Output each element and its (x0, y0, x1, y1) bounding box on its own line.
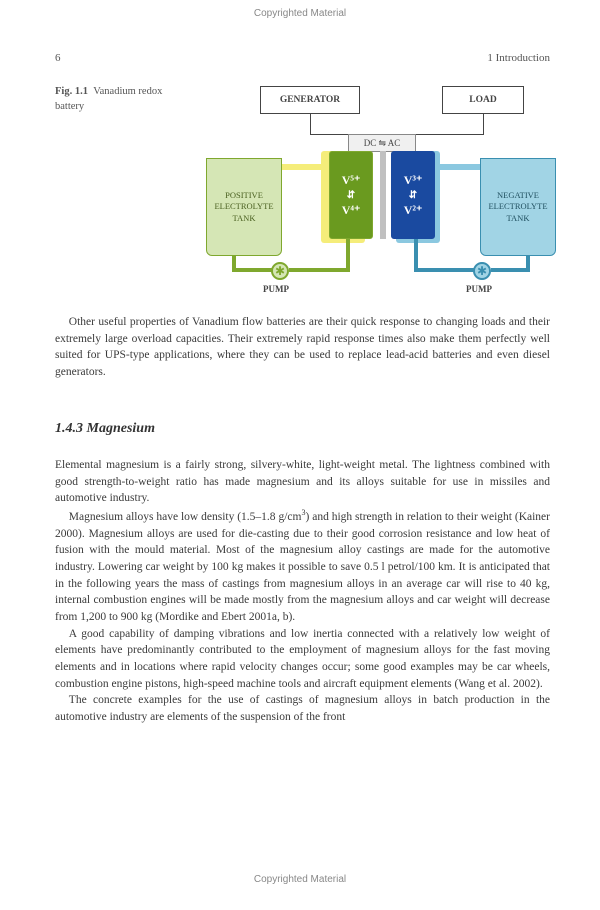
paragraph-2: Elemental magnesium is a fairly strong, … (55, 457, 550, 507)
membrane (380, 151, 386, 239)
figure-label: Fig. 1.1 (55, 86, 88, 97)
copyright-footer: Copyrighted Material (0, 874, 600, 885)
pump-left-icon: ✱ (271, 262, 289, 280)
page-body: Other useful properties of Vanadium flow… (55, 314, 550, 726)
paragraph-1: Other useful properties of Vanadium flow… (55, 314, 550, 381)
dc-ac-converter: DC ⇋ AC (348, 134, 416, 152)
pump-right-label: PUMP (466, 284, 492, 294)
section-heading-magnesium: 1.4.3 Magnesium (55, 419, 550, 439)
pump-left-label: PUMP (263, 284, 289, 294)
positive-half-cell: V⁵⁺ ⇵ V⁴⁺ (329, 151, 373, 239)
chapter-label: 1 Introduction (487, 52, 550, 64)
load-box: LOAD (442, 86, 524, 114)
figure-vanadium-redox-battery: GENERATOR LOAD DC ⇋ AC + – POSITIVE ELEC… (198, 78, 548, 296)
pump-right-icon: ✱ (473, 262, 491, 280)
page-header: 6 1 Introduction (55, 52, 550, 64)
paragraph-3: Magnesium alloys have low density (1.5–1… (55, 507, 550, 626)
positive-electrolyte-tank: POSITIVE ELECTROLYTE TANK (206, 158, 282, 256)
generator-box: GENERATOR (260, 86, 360, 114)
negative-half-cell: V³⁺ ⇵ V²⁺ (391, 151, 435, 239)
figure-caption: Fig. 1.1 Vanadium redox battery (55, 85, 185, 114)
negative-electrolyte-tank: NEGATIVE ELECTROLYTE TANK (480, 158, 556, 256)
copyright-header: Copyrighted Material (0, 8, 600, 19)
paragraph-4: A good capability of damping vibrations … (55, 626, 550, 693)
paragraph-5: The concrete examples for the use of cas… (55, 692, 550, 725)
page-number: 6 (55, 52, 61, 64)
